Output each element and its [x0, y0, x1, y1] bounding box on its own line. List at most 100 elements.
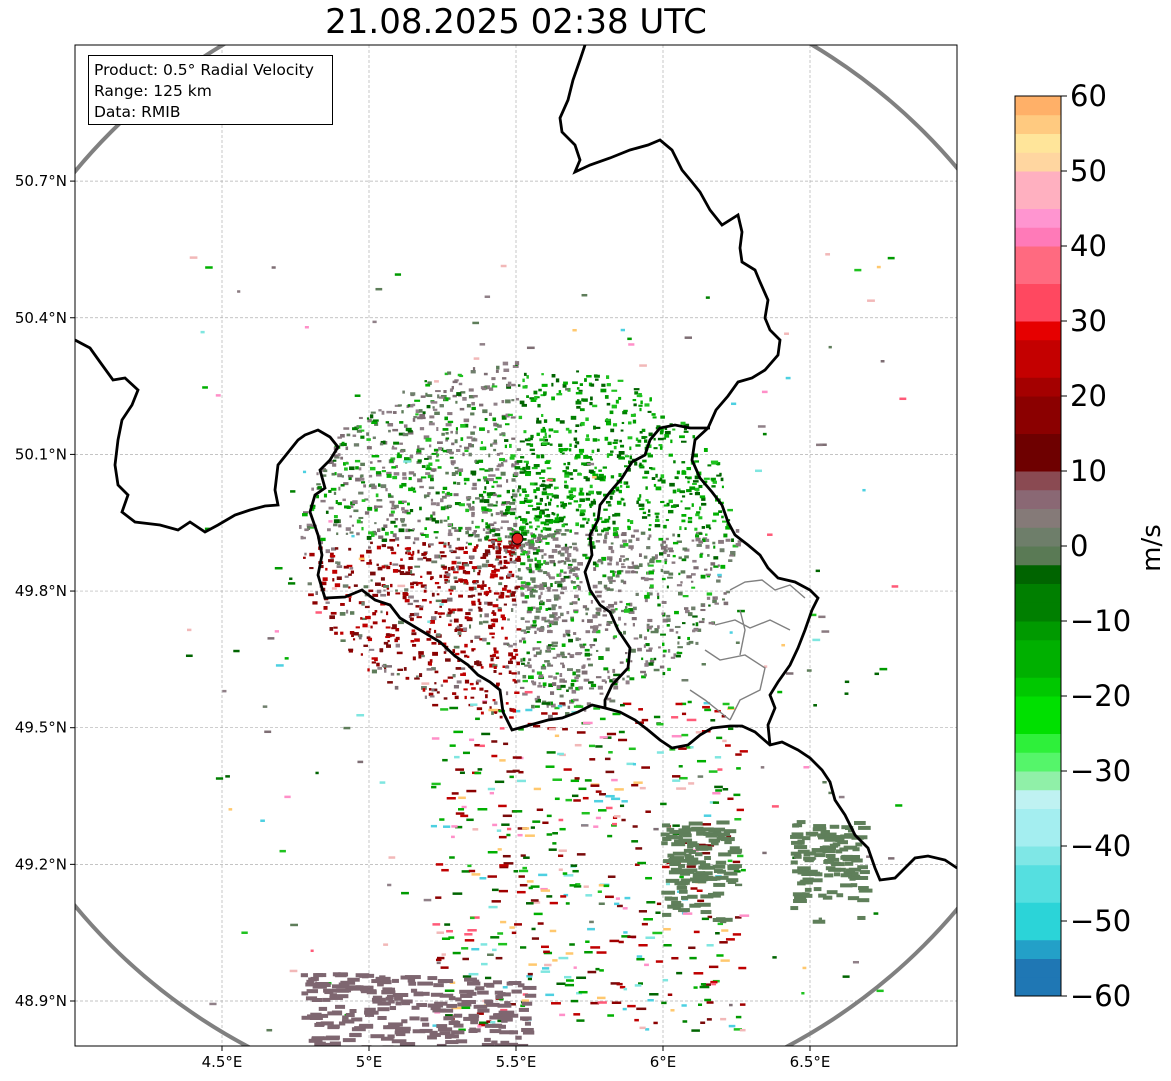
echo-streak — [520, 1004, 526, 1008]
echo-streak — [549, 929, 557, 933]
echo-pixel — [432, 651, 438, 656]
echo-pixel — [479, 499, 484, 503]
echo-scatter — [581, 293, 588, 297]
echo-streak — [541, 702, 551, 705]
echo-scatter — [806, 669, 812, 672]
echo-pixel — [585, 477, 590, 482]
echo-blob — [672, 851, 687, 856]
echo-pixel — [729, 554, 735, 557]
echo-pixel — [503, 555, 507, 559]
echo-blob — [809, 878, 823, 883]
echo-pixel — [606, 623, 611, 626]
echo-pixel — [495, 545, 498, 549]
echo-pixel — [529, 443, 534, 447]
echo-blob — [680, 858, 692, 863]
echo-pixel — [441, 432, 445, 436]
echo-pixel — [360, 474, 364, 478]
echo-pixel — [590, 383, 595, 387]
echo-streak — [605, 770, 615, 774]
echo-pixel — [403, 667, 407, 671]
echo-pixel — [430, 514, 433, 519]
echo-streak — [641, 718, 649, 722]
echo-streak — [471, 947, 480, 951]
echo-streak — [498, 804, 507, 808]
echo-pixel — [352, 500, 358, 505]
echo-pixel — [613, 534, 620, 539]
echo-pixel — [380, 593, 387, 597]
echo-pixel — [509, 443, 512, 448]
echo-pixel — [639, 508, 644, 511]
echo-streak — [540, 945, 549, 949]
echo-streak — [711, 982, 717, 986]
echo-pixel — [544, 561, 550, 565]
echo-pixel — [402, 433, 409, 437]
echo-blob — [713, 829, 721, 834]
echo-pixel — [552, 656, 557, 659]
echo-pixel — [599, 517, 603, 520]
echo-pixel — [571, 558, 577, 563]
echo-streak — [632, 825, 638, 828]
echo-pixel — [649, 467, 653, 470]
echo-pixel — [494, 428, 498, 431]
echo-pixel — [488, 539, 493, 542]
echo-pixel — [321, 474, 327, 477]
echo-pixel — [440, 612, 445, 615]
echo-streak — [451, 792, 459, 795]
echo-pixel — [434, 581, 440, 585]
echo-pixel — [508, 670, 512, 674]
echo-pixel — [713, 565, 719, 568]
echo-pixel — [534, 615, 540, 620]
echo-band — [518, 1007, 529, 1012]
echo-scatter — [722, 739, 727, 743]
echo-pixel — [678, 572, 681, 576]
echo-pixel — [575, 522, 580, 527]
echo-pixel — [576, 652, 583, 655]
echo-scatter — [801, 992, 805, 995]
echo-pixel — [679, 526, 682, 531]
echo-pixel — [535, 515, 541, 519]
echo-pixel — [425, 437, 432, 442]
echo-pixel — [699, 506, 702, 511]
echo-pixel — [641, 675, 646, 679]
echo-pixel — [526, 395, 529, 398]
echo-pixel — [547, 501, 552, 506]
echo-streak — [697, 899, 705, 903]
echo-pixel — [621, 563, 625, 566]
echo-scatter — [729, 631, 733, 634]
echo-pixel — [498, 547, 502, 551]
echo-pixel — [484, 690, 489, 693]
echo-pixel — [660, 474, 665, 479]
echo-pixel — [576, 441, 580, 445]
echo-pixel — [639, 407, 642, 412]
echo-pixel — [381, 470, 387, 473]
echo-blob — [662, 912, 672, 917]
echo-pixel — [383, 524, 388, 529]
echo-pixel — [540, 428, 547, 433]
echo-blob — [729, 848, 743, 853]
echo-blob — [707, 876, 718, 881]
echo-pixel — [608, 515, 611, 520]
echo-pixel — [636, 500, 639, 505]
echo-pixel — [399, 442, 403, 445]
echo-pixel — [451, 385, 454, 390]
echo-pixel — [603, 527, 609, 532]
echo-blob — [824, 837, 837, 842]
echo-pixel — [523, 430, 527, 434]
echo-pixel — [574, 575, 579, 578]
echo-pixel — [559, 569, 564, 573]
echo-pixel — [693, 566, 699, 570]
echo-pixel — [582, 398, 588, 402]
echo-pixel — [613, 601, 618, 605]
echo-pixel — [587, 456, 592, 459]
echo-pixel — [681, 471, 687, 475]
echo-pixel — [611, 389, 618, 392]
echo-pixel — [680, 570, 686, 574]
echo-pixel — [497, 545, 501, 548]
echo-streak — [670, 1009, 675, 1012]
echo-pixel — [650, 467, 656, 471]
echo-scatter — [351, 534, 355, 538]
echo-pixel — [453, 618, 459, 623]
echo-pixel — [381, 538, 387, 542]
echo-pixel — [351, 524, 354, 527]
echo-pixel — [618, 396, 622, 400]
